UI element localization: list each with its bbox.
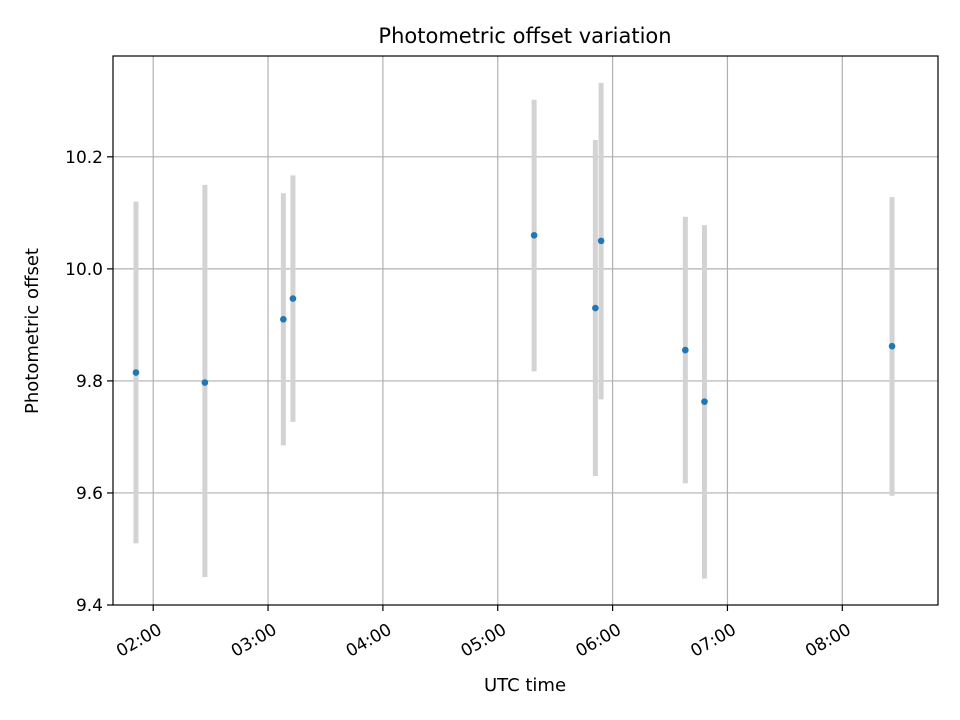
data-point [289, 295, 297, 302]
data-point [592, 304, 599, 312]
data-point [682, 346, 689, 354]
data-points [132, 231, 896, 405]
y-tick-label: 9.6 [76, 484, 103, 504]
grid [113, 56, 938, 605]
x-axis-label: UTC time [484, 675, 566, 696]
y-tick-label: 10.0 [65, 260, 103, 280]
data-point [201, 379, 209, 386]
y-tick-label: 9.4 [76, 596, 103, 616]
chart-title: Photometric offset variation [378, 24, 671, 48]
data-point [888, 342, 896, 350]
y-tick-label: 9.8 [76, 372, 103, 392]
data-point [530, 231, 538, 239]
y-axis-label: Photometric offset [22, 248, 43, 414]
plot-frame [112, 55, 939, 606]
plot-area [112, 55, 939, 606]
y-tick-label: 10.2 [65, 148, 103, 168]
data-point [280, 315, 287, 323]
data-point [597, 237, 605, 245]
y-axis: 9.4 9.6 9.8 10.0 10.2 [65, 148, 113, 616]
data-point [701, 398, 708, 405]
data-point [132, 369, 140, 376]
plot-background [113, 56, 938, 605]
